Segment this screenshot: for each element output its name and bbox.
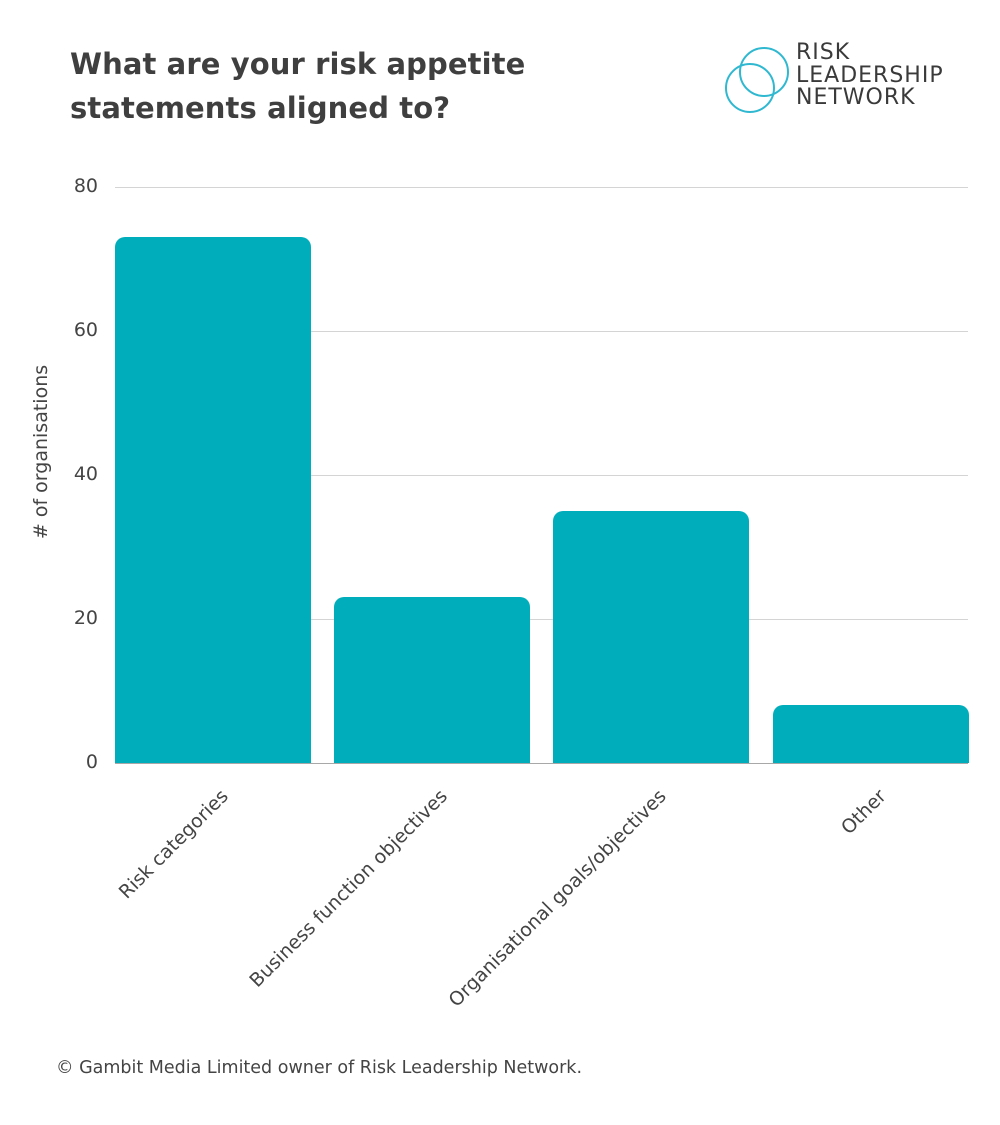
y-tick-label: 20	[73, 607, 98, 629]
gridline	[115, 475, 968, 476]
bar[interactable]	[334, 597, 531, 763]
bar[interactable]	[772, 705, 969, 763]
logo-line-2: LEADERSHIP	[796, 62, 944, 88]
y-tick-label: 0	[85, 751, 98, 773]
y-axis-label: # of organisations	[30, 364, 52, 540]
x-axis-baseline	[115, 763, 968, 764]
chart-title: What are your risk appetite statements a…	[70, 47, 526, 125]
overlapping-rings-icon	[725, 47, 789, 113]
gridline	[115, 331, 968, 332]
y-tick-label: 60	[73, 319, 98, 341]
risk-leadership-network-logo: RISK LEADERSHIP NETWORK	[722, 40, 982, 118]
bar[interactable]	[553, 511, 750, 763]
bar[interactable]	[115, 237, 311, 763]
x-tick-label: Risk categories	[114, 785, 233, 904]
logo-wordmark: RISK LEADERSHIP NETWORK	[796, 40, 944, 110]
gridline	[115, 187, 968, 188]
y-tick-label: 80	[73, 175, 98, 197]
x-tick-label: Organisational goals/objectives	[444, 785, 672, 1012]
y-tick-label: 40	[73, 463, 98, 485]
x-tick-label: Other	[836, 785, 891, 839]
logo-line-1: RISK	[796, 40, 851, 65]
x-tick-label: Business function objectives	[245, 785, 453, 992]
copyright-footer: © Gambit Media Limited owner of Risk Lea…	[56, 1058, 583, 1078]
logo-line-3: NETWORK	[796, 85, 916, 110]
gridline	[115, 619, 968, 620]
